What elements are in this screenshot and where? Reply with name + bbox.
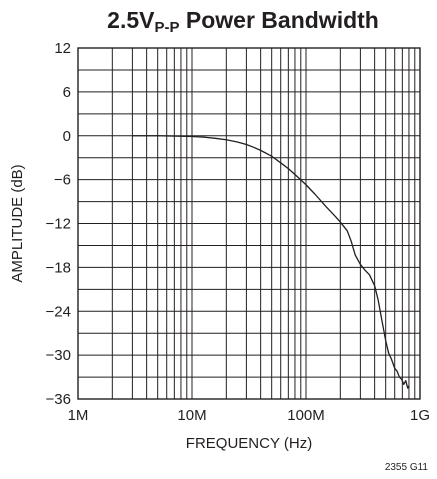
chart-title-rest: Power Bandwidth [180, 7, 379, 33]
x-tick-label: 100M [287, 407, 325, 424]
y-tick-label: −30 [46, 347, 71, 364]
x-tick-labels: 1M 10M 100M 1G [68, 407, 430, 424]
y-tick-label: −36 [46, 391, 71, 408]
chart-title: 2.5VP-P Power Bandwidth [107, 7, 379, 36]
y-axis-label: AMPLITUDE (dB) [9, 164, 26, 282]
y-tick-label: 6 [63, 84, 71, 101]
y-tick-label: 12 [54, 40, 71, 57]
chart-grid [77, 47, 420, 400]
y-tick-labels: 12 6 0 −6 −12 −18 −24 −30 −36 [46, 40, 71, 408]
y-tick-label: −12 [46, 216, 71, 233]
x-axis-label: FREQUENCY (Hz) [186, 435, 312, 452]
y-tick-label: −18 [46, 259, 71, 276]
x-tick-label: 1G [410, 407, 430, 424]
series-line [132, 135, 410, 389]
y-tick-label: 0 [63, 128, 71, 145]
figure-id: 2355 G11 [385, 462, 429, 473]
y-tick-label: −24 [46, 303, 71, 320]
x-tick-label: 10M [177, 407, 206, 424]
x-tick-label: 1M [68, 407, 89, 424]
chart-title-main: 2.5V [107, 7, 155, 33]
plot-frame [77, 47, 421, 400]
y-tick-label: −6 [54, 172, 71, 189]
chart-title-subscript: P-P [154, 19, 179, 36]
